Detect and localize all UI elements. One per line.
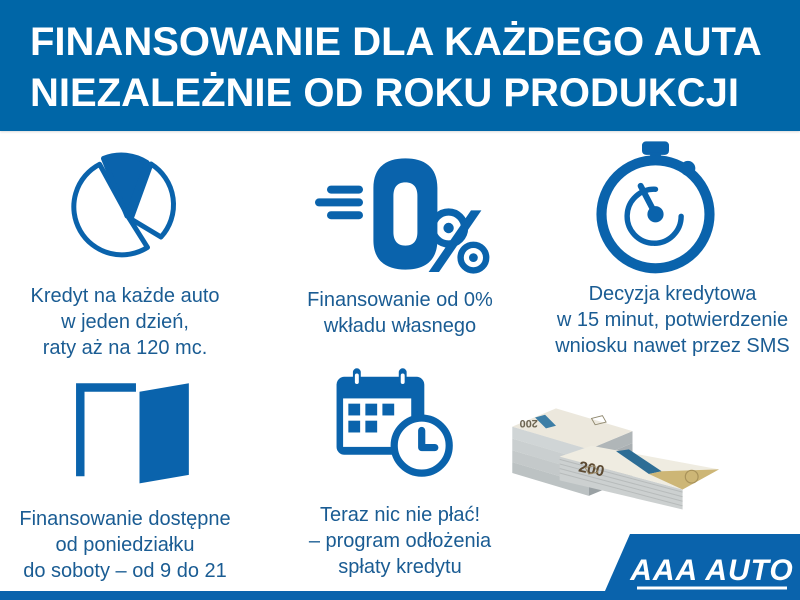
- svg-text:200: 200: [520, 417, 538, 429]
- svg-text:AAA AUTO: AAA AUTO: [629, 554, 794, 587]
